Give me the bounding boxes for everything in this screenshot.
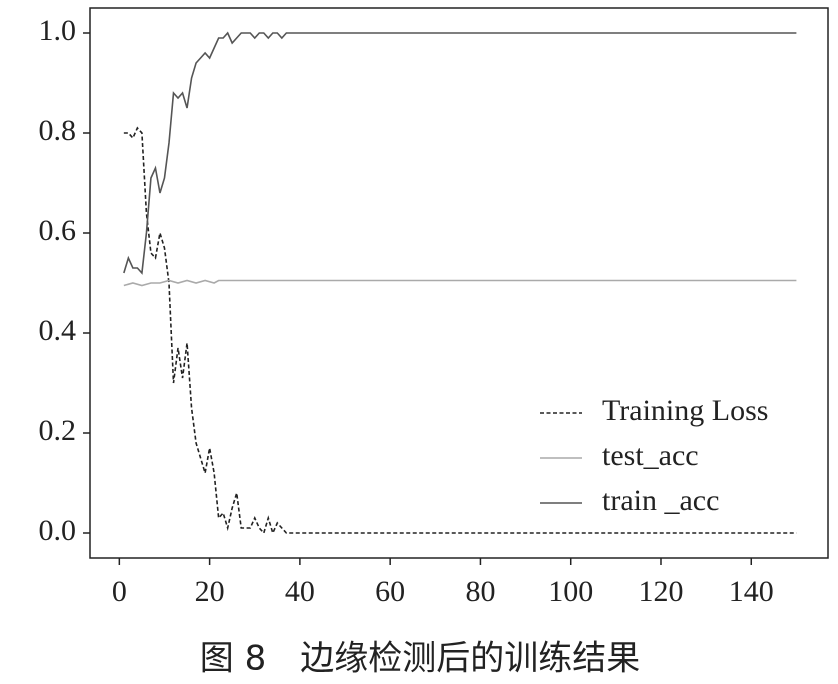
x-tick-label: 60	[375, 575, 405, 608]
x-tick-label: 40	[285, 575, 315, 608]
y-tick-label: 0.4	[39, 314, 77, 347]
series-line	[123, 126, 797, 536]
y-tick-label: 0.2	[39, 414, 77, 447]
x-tick-label: 120	[638, 575, 683, 608]
x-tick-label: 100	[548, 575, 593, 608]
legend-label: Training Loss	[602, 394, 768, 427]
x-tick-label: 20	[195, 575, 225, 608]
x-tick-label: 80	[465, 575, 495, 608]
x-tick-label: 140	[729, 575, 774, 608]
y-tick-label: 0.0	[39, 514, 77, 547]
series-line	[123, 279, 797, 287]
legend-label: train _acc	[602, 484, 719, 517]
series-line	[123, 31, 797, 275]
plot-frame	[89, 7, 829, 559]
caption: 图 8 边缘检测后的训练结果	[200, 639, 640, 679]
y-tick-label: 0.6	[39, 214, 77, 247]
x-tick-label: 0	[112, 575, 127, 608]
y-tick-label: 0.8	[39, 114, 77, 147]
legend-label: test_acc	[602, 439, 699, 472]
y-tick-label: 1.0	[39, 14, 77, 47]
